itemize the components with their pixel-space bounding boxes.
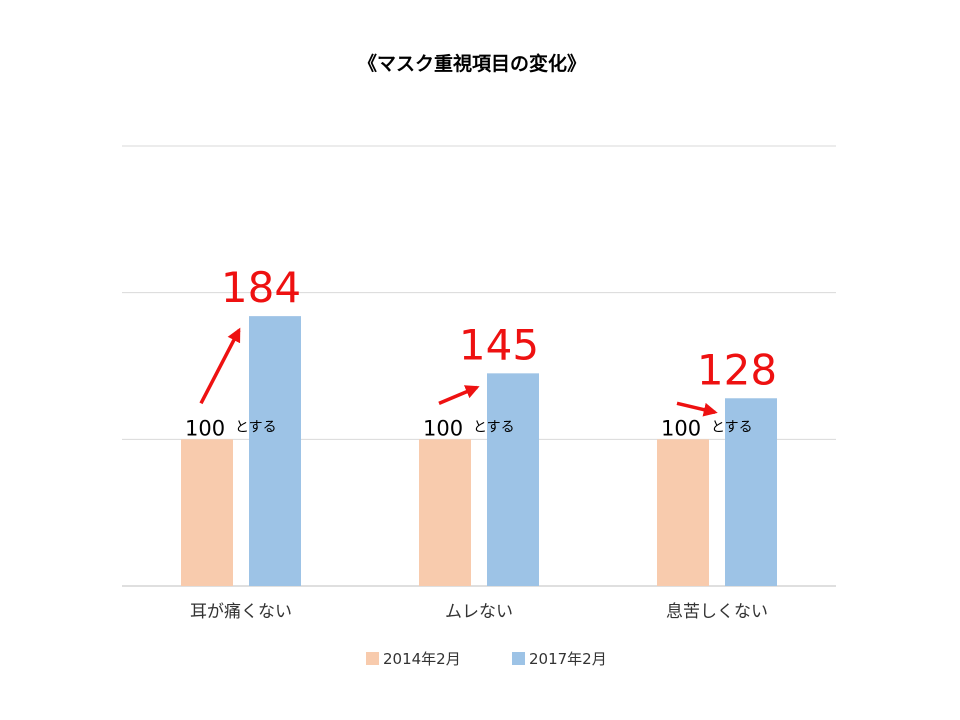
base-suffix-label: とする xyxy=(235,419,277,435)
legend-swatch xyxy=(366,652,379,665)
category-label: 息苦しくない xyxy=(666,602,768,622)
category-labels: 耳が痛くない ムレない 息苦しくない xyxy=(190,602,768,622)
data-label-2017: 128 xyxy=(697,345,777,394)
bar-series1 xyxy=(181,439,233,586)
base-value-label: 100 xyxy=(661,416,701,440)
bar-series2 xyxy=(249,316,301,586)
base-suffix-label: とする xyxy=(473,419,515,435)
base-value-label: 100 xyxy=(423,416,463,440)
category-label: 耳が痛くない xyxy=(190,602,292,622)
data-label-2017: 145 xyxy=(459,320,539,369)
legend-label: 2017年2月 xyxy=(529,650,607,668)
bar-series2 xyxy=(487,373,539,586)
annotations: 100 とする 184 100 とする 145 100 とする 128 xyxy=(185,263,777,440)
legend-label: 2014年2月 xyxy=(383,650,461,668)
gridlines xyxy=(122,145,836,587)
data-label-2017: 184 xyxy=(221,263,301,312)
category-label: ムレない xyxy=(445,602,513,622)
increase-arrow xyxy=(438,385,480,405)
base-value-label: 100 xyxy=(185,416,225,440)
legend-swatch xyxy=(512,652,525,665)
bar-series1 xyxy=(657,439,709,586)
chart-title: 《マスク重視項目の変化》 xyxy=(358,52,586,75)
bars xyxy=(181,316,777,586)
increase-arrow xyxy=(199,327,241,405)
base-suffix-label: とする xyxy=(711,419,753,435)
increase-arrow xyxy=(676,401,718,417)
legend: 2014年2月 2017年2月 xyxy=(366,650,607,668)
bar-series1 xyxy=(419,439,471,586)
bar-series2 xyxy=(725,398,777,586)
